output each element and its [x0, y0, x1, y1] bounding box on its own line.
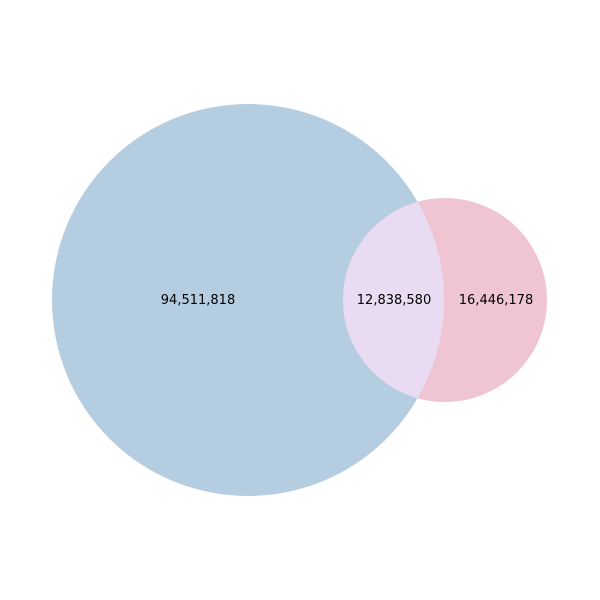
right-only-count-label: 16,446,178 — [459, 293, 533, 308]
intersection-region — [343, 198, 444, 402]
intersection-count-label: 12,838,580 — [357, 293, 431, 308]
left-set-circle — [52, 104, 444, 496]
left-only-count-label: 94,511,818 — [161, 293, 235, 308]
